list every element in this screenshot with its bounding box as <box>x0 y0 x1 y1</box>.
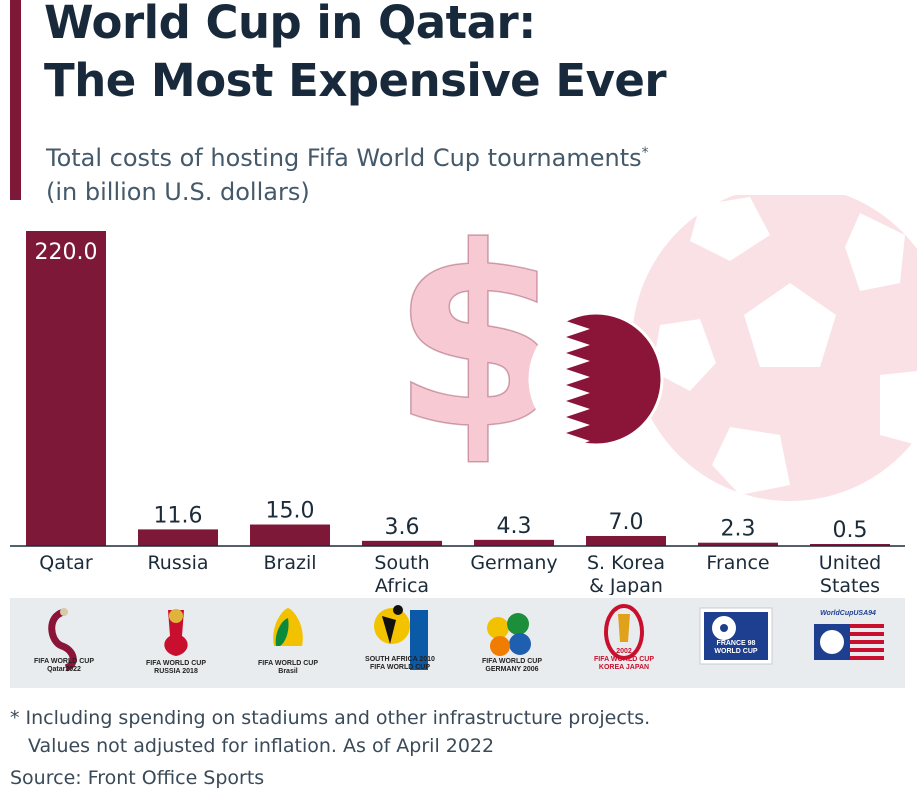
subtitle-line-2: (in billion U.S. dollars) <box>46 178 310 206</box>
dollar-sign-icon: $ <box>390 195 565 485</box>
logo-text-line: RUSSIA 2018 <box>154 668 198 675</box>
category-label: Germany <box>470 552 557 574</box>
usa-1994-logo: WorldCupUSA94 <box>800 602 896 684</box>
category-label: S. Korea & Japan <box>587 552 665 595</box>
logo-text-line: FIFA WORLD CUP <box>33 658 94 665</box>
korea-japan-2002-logo: 2002 FIFA WORLD CUP KOREA JAPAN <box>576 602 672 684</box>
title-line-1: World Cup in Qatar: <box>44 0 536 49</box>
logo-text-line: WorldCupUSA94 <box>820 610 876 617</box>
logo-text: FRANCE 98 WORLD CUP <box>688 640 784 656</box>
logo-text-line: SOUTH AFRICA 2010 <box>365 656 435 663</box>
bar-france <box>698 542 778 546</box>
source: Source: Front Office Sports <box>10 767 265 789</box>
value-label: 11.6 <box>154 503 203 528</box>
logo-emblem <box>604 604 644 660</box>
logo-text: FIFA WORLD CUP Qatar2022 <box>16 658 112 674</box>
category-label: Russia <box>147 552 208 574</box>
logo-text-line: 2002 <box>616 648 632 655</box>
category-label: Qatar <box>39 552 93 574</box>
logo-emblem <box>487 613 531 656</box>
bar-chart: $ 220.0 11.6 15.0 3.6 4.3 7.0 2.3 0.5 Qatar Russ… <box>10 195 917 595</box>
accent-bar <box>10 0 21 200</box>
value-label: 0.5 <box>833 518 868 543</box>
bar-russia <box>138 529 218 546</box>
footnote-line-1: * Including spending on stadiums and oth… <box>10 707 651 729</box>
logo-text-line: FIFA WORLD CUP <box>481 658 542 665</box>
france-1998-logo: FRANCE 98 WORLD CUP <box>688 602 784 684</box>
logo-text-line: Qatar2022 <box>47 666 81 673</box>
bar-s-korea-japan <box>586 535 666 546</box>
logo-text-line: FIFA WORLD CUP <box>257 660 318 667</box>
chart-subtitle: Total costs of hosting Fifa World Cup to… <box>46 136 649 209</box>
logo-emblem <box>699 607 773 665</box>
logo-text: SOUTH AFRICA 2010 FIFA WORLD CUP <box>352 656 448 672</box>
logo-text-line: KOREA JAPAN <box>598 664 650 671</box>
category-label: France <box>706 552 769 574</box>
bar-germany <box>474 539 554 546</box>
value-label: 4.3 <box>497 514 532 539</box>
svg-text:$: $ <box>391 195 565 484</box>
logo-text: FIFA WORLD CUP Brasil <box>240 660 336 676</box>
footnote-line-2: Values not adjusted for inflation. As of… <box>28 735 495 757</box>
logo-emblem <box>164 609 188 656</box>
value-label: 2.3 <box>721 517 756 542</box>
russia-2018-logo: FIFA WORLD CUP RUSSIA 2018 <box>128 602 224 684</box>
category-label: Brazil <box>263 552 316 574</box>
value-label: 15.0 <box>266 499 315 524</box>
logo-text-line: Brasil <box>278 668 298 675</box>
logo-strip: FIFA WORLD CUP Qatar2022 FIFA WORLD CUP RUS… <box>10 598 905 688</box>
brazil-2014-logo: FIFA WORLD CUP Brasil <box>240 602 336 684</box>
logo-text: WorldCupUSA94 <box>800 610 896 618</box>
logo-emblem <box>814 624 884 660</box>
logo-text-line: FIFA WORLD CUP <box>593 656 654 663</box>
logo-emblem <box>273 608 303 646</box>
category-label: United States <box>819 552 881 595</box>
subtitle-line-1: Total costs of hosting Fifa World Cup to… <box>46 144 642 172</box>
logo-emblem <box>374 605 428 670</box>
qatar-2022-logo: FIFA WORLD CUP Qatar2022 <box>16 602 112 684</box>
logo-text: 2002 FIFA WORLD CUP KOREA JAPAN <box>576 648 672 672</box>
bar-qatar <box>26 231 106 546</box>
category-label: South Africa <box>374 552 429 595</box>
value-label: 3.6 <box>385 515 420 540</box>
soccer-ball-icon <box>632 195 917 501</box>
value-label: 220.0 <box>35 240 98 265</box>
bar-brazil <box>250 524 330 546</box>
chart-title: World Cup in Qatar: The Most Expensive E… <box>44 0 667 110</box>
value-label: 7.0 <box>609 510 644 535</box>
logo-text: FIFA WORLD CUP GERMANY 2006 <box>464 658 560 674</box>
logo-text: FIFA WORLD CUP RUSSIA 2018 <box>128 660 224 676</box>
germany-2006-logo: FIFA WORLD CUP GERMANY 2006 <box>464 602 560 684</box>
logo-text-line: FIFA WORLD CUP <box>369 664 430 671</box>
logo-text-line: WORLD CUP <box>714 648 758 655</box>
logo-text-line: FIFA WORLD CUP <box>145 660 206 667</box>
bar-south-africa <box>362 540 442 546</box>
logo-emblem <box>48 608 77 672</box>
south-africa-2010-logo: SOUTH AFRICA 2010 FIFA WORLD CUP <box>352 602 448 684</box>
subtitle-footnote-mark: * <box>641 145 649 161</box>
logo-text-line: FRANCE 98 <box>716 640 756 647</box>
bar-united-states <box>810 544 890 546</box>
footnote: * Including spending on stadiums and oth… <box>10 704 650 760</box>
logo-text-line: GERMANY 2006 <box>485 666 539 673</box>
title-line-2: The Most Expensive Ever <box>44 54 667 107</box>
